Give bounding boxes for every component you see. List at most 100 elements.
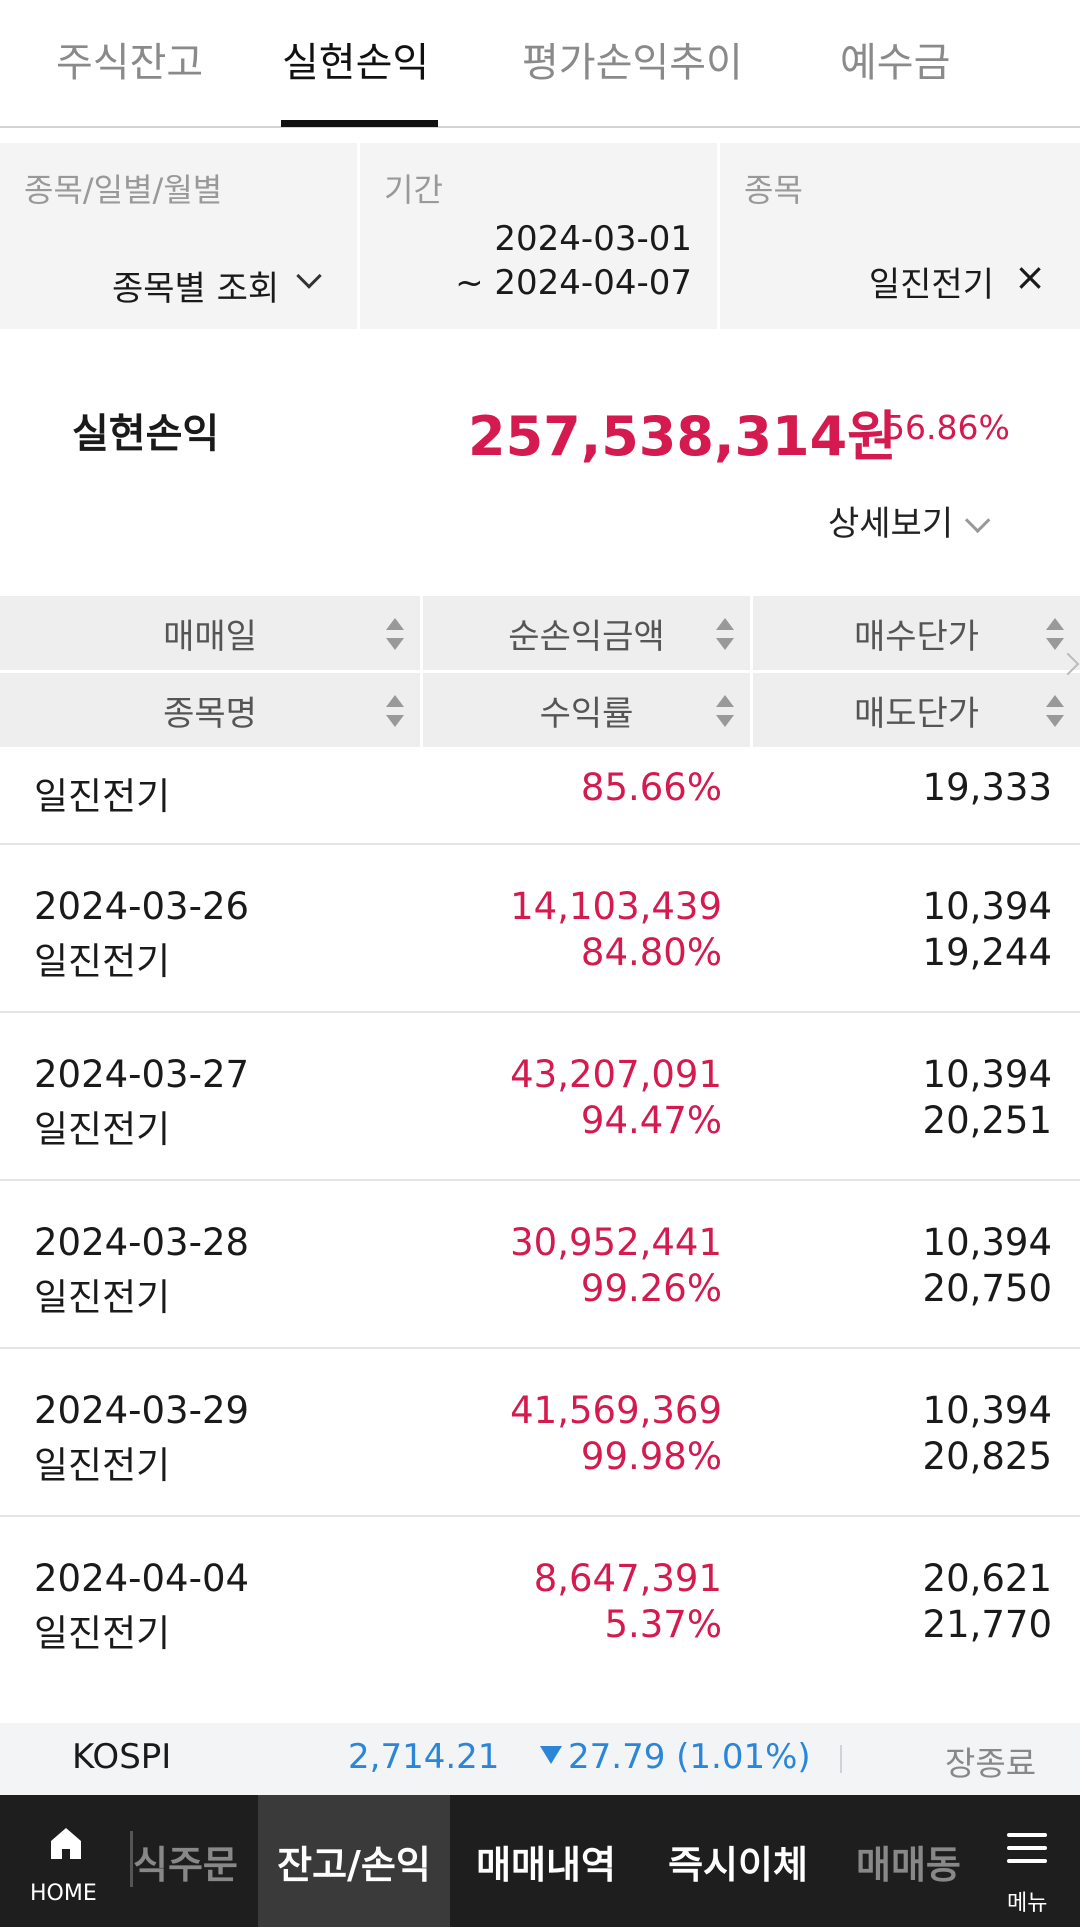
net-profit: 14,103,439 <box>510 885 722 928</box>
trade-date: 2024-03-26 <box>34 885 250 928</box>
sort-stock-name[interactable]: 종목명 <box>0 673 420 747</box>
net-profit: 30,952,441 <box>510 1221 722 1264</box>
period-filter[interactable]: 기간 2024-03-01 ~ 2024-04-07 <box>360 143 717 329</box>
table-row[interactable]: 2024-03-28 일진전기 30,952,441 99.26% 10,394… <box>0 1181 1080 1349</box>
return-rate: 99.26% <box>580 1267 722 1310</box>
tab-stock-balance[interactable]: 주식잔고 <box>56 40 204 86</box>
header-divider <box>750 596 753 670</box>
sort-sell-price[interactable]: 매도단가 <box>753 673 1080 747</box>
tab-realized-pnl[interactable]: 실현손익 <box>282 40 430 86</box>
return-rate: 85.66% <box>580 766 722 809</box>
tab-deposit[interactable]: 예수금 <box>840 40 951 86</box>
active-tab-indicator <box>281 120 438 127</box>
table-header-bottom: 종목명 수익률 매도단가 <box>0 673 1080 747</box>
home-icon <box>51 1828 81 1859</box>
header-divider <box>420 673 423 747</box>
hamburger-menu-icon <box>1007 1833 1047 1863</box>
chevron-down-icon <box>965 507 991 534</box>
detail-view-label: 상세보기 <box>828 504 954 544</box>
index-name: KOSPI <box>72 1737 172 1777</box>
sort-buy-price[interactable]: 매수단가 <box>753 596 1080 670</box>
stock-name: 일진전기 <box>34 1444 171 1487</box>
top-tab-bar: 주식잔고 실현손익 평가손익추이 예수금 <box>0 0 1080 128</box>
header-sell-price: 매도단가 <box>853 693 980 734</box>
header-stock-name: 종목명 <box>163 693 257 734</box>
table-row[interactable]: 2024-03-27 일진전기 43,207,091 94.47% 10,394… <box>0 1013 1080 1181</box>
nav-home[interactable]: HOME <box>0 1795 130 1927</box>
stock-value: 일진전기 <box>868 265 994 305</box>
sell-price: 20,750 <box>922 1267 1052 1310</box>
realized-pnl-label: 실현손익 <box>72 411 220 457</box>
buy-price: 10,394 <box>922 1221 1052 1264</box>
index-divider <box>840 1745 842 1773</box>
sort-trade-date[interactable]: 매매일 <box>0 596 420 670</box>
menu-label: 메뉴 <box>1007 1891 1048 1916</box>
sort-net-profit[interactable]: 순손익금액 <box>423 596 750 670</box>
table-row[interactable]: 2024-03-26 일진전기 14,103,439 84.80% 10,394… <box>0 845 1080 1013</box>
index-change: 27.79 (1.01%) <box>540 1737 811 1777</box>
sell-price: 20,251 <box>922 1099 1052 1142</box>
query-type-value: 종목별 조회 <box>112 269 280 309</box>
sort-return-rate[interactable]: 수익률 <box>423 673 750 747</box>
stock-name: 일진전기 <box>34 775 171 818</box>
trade-date: 2024-03-28 <box>34 1221 250 1264</box>
index-change-value: 27.79 (1.01%) <box>568 1737 811 1777</box>
filter-divider <box>357 143 360 329</box>
buy-price: 20,621 <box>922 1557 1052 1600</box>
header-net-profit: 순손익금액 <box>508 616 665 657</box>
market-status: 장종료 <box>945 1744 1037 1783</box>
header-divider <box>750 673 753 747</box>
nav-balance-pnl[interactable]: 잔고/손익 <box>258 1795 450 1927</box>
market-index-bar[interactable]: KOSPI 2,714.21 27.79 (1.01%) 장종료 <box>0 1723 1080 1795</box>
tab-valuation-trend[interactable]: 평가손익추이 <box>522 40 743 86</box>
sort-icon <box>1046 618 1064 650</box>
query-type-label: 종목/일별/월별 <box>24 171 223 209</box>
stock-filter[interactable]: 종목 일진전기 × <box>720 143 1080 329</box>
nav-menu[interactable]: 메뉴 <box>975 1795 1080 1927</box>
detail-view-toggle[interactable]: 상세보기 <box>828 496 991 545</box>
table-header-top: 매매일 순손익금액 매수단가 <box>0 596 1080 670</box>
stock-name: 일진전기 <box>34 1612 171 1655</box>
header-return-rate: 수익률 <box>539 693 634 734</box>
buy-price: 10,394 <box>922 1053 1052 1096</box>
header-buy-price: 매수단가 <box>853 616 980 657</box>
chevron-down-icon <box>296 263 322 289</box>
table-row[interactable]: 일진전기 85.66% 19,333 <box>0 750 1080 845</box>
sort-icon <box>716 695 734 727</box>
stock-name: 일진전기 <box>34 1108 171 1151</box>
return-rate: 99.98% <box>580 1435 722 1478</box>
query-type-filter[interactable]: 종목/일별/월별 종목별 조회 <box>0 143 357 329</box>
period-label: 기간 <box>384 171 443 209</box>
sort-icon <box>716 618 734 650</box>
buy-price: 10,394 <box>922 1389 1052 1432</box>
filter-panel: 종목/일별/월별 종목별 조회 기간 2024-03-01 ~ 2024-04-… <box>0 143 1080 329</box>
period-to: ~ 2024-04-07 <box>455 263 692 303</box>
home-label: HOME <box>30 1881 97 1906</box>
table-row[interactable]: 2024-04-04 일진전기 8,647,391 5.37% 20,621 2… <box>0 1517 1080 1685</box>
nav-trade-history[interactable]: 매매내역 <box>476 1842 616 1887</box>
nav-divider <box>130 1831 133 1887</box>
close-icon[interactable]: × <box>1014 255 1046 299</box>
index-value: 2,714.21 <box>348 1737 500 1777</box>
realized-pnl-amount: 257,538,314원 <box>468 405 897 468</box>
header-divider <box>420 596 423 670</box>
net-profit: 41,569,369 <box>510 1389 722 1432</box>
nav-trade-more[interactable]: 매매동 <box>856 1842 961 1887</box>
trade-date: 2024-04-04 <box>34 1557 250 1600</box>
sort-icon <box>386 618 404 650</box>
sort-icon <box>386 695 404 727</box>
header-trade-date: 매매일 <box>163 616 257 657</box>
trade-date: 2024-03-27 <box>34 1053 250 1096</box>
period-from: 2024-03-01 <box>494 219 692 259</box>
bottom-nav: HOME 식주문 잔고/손익 매매내역 즉시이체 매매동 메뉴 <box>0 1795 1080 1927</box>
table-row[interactable]: 2024-03-29 일진전기 41,569,369 99.98% 10,394… <box>0 1349 1080 1517</box>
net-profit: 43,207,091 <box>510 1053 722 1096</box>
nav-instant-transfer[interactable]: 즉시이체 <box>668 1842 808 1887</box>
sell-price: 21,770 <box>922 1603 1052 1646</box>
return-rate: 5.37% <box>604 1603 722 1646</box>
nav-order[interactable]: 식주문 <box>133 1842 238 1887</box>
realized-pnl-rate: 56.86% <box>884 408 1010 447</box>
down-triangle-icon <box>540 1746 562 1764</box>
return-rate: 94.47% <box>580 1099 722 1142</box>
stock-name: 일진전기 <box>34 1276 171 1319</box>
